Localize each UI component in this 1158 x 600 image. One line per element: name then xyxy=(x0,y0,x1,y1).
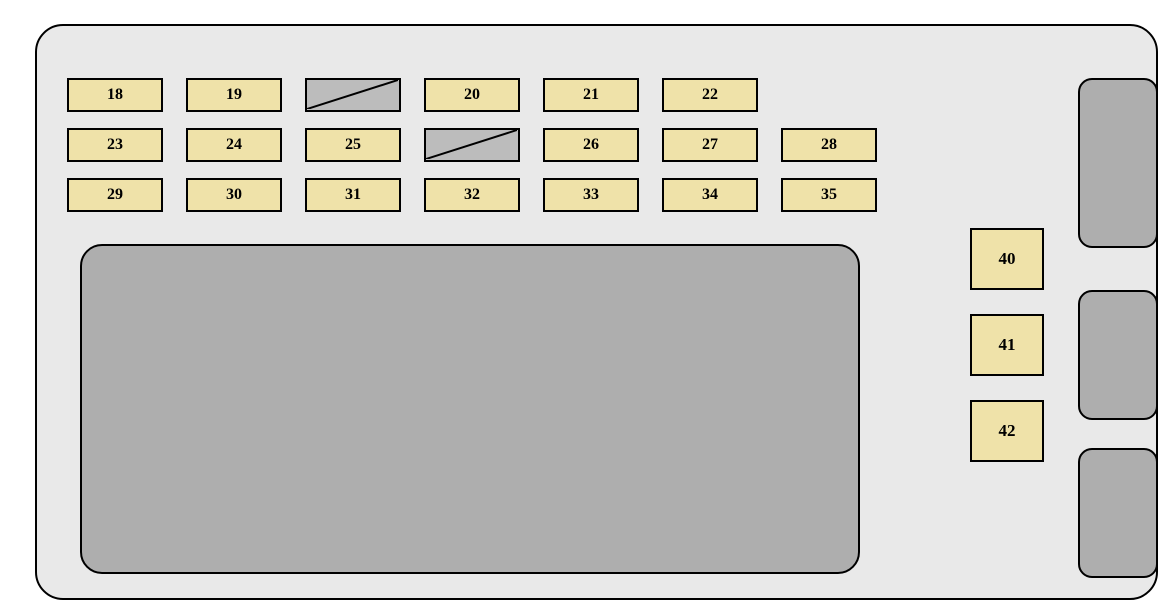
fuse-slot-23: 23 xyxy=(67,128,163,162)
fuse-slot-31: 31 xyxy=(305,178,401,212)
fuse-slot-20: 20 xyxy=(424,78,520,112)
fuse-slot-28: 28 xyxy=(781,128,877,162)
fuse-blank xyxy=(305,78,401,112)
fuse-slot-24: 24 xyxy=(186,128,282,162)
side-slot-1 xyxy=(1078,290,1158,420)
fuse-slot-41: 41 xyxy=(970,314,1044,376)
fuse-slot-32: 32 xyxy=(424,178,520,212)
fuse-slot-30: 30 xyxy=(186,178,282,212)
fuse-slot-33: 33 xyxy=(543,178,639,212)
fuse-slot-21: 21 xyxy=(543,78,639,112)
fuse-slot-25: 25 xyxy=(305,128,401,162)
fuse-slot-27: 27 xyxy=(662,128,758,162)
fuse-slot-42: 42 xyxy=(970,400,1044,462)
fuse-blank xyxy=(424,128,520,162)
fuse-slot-22: 22 xyxy=(662,78,758,112)
fuse-slot-34: 34 xyxy=(662,178,758,212)
side-slot-0 xyxy=(1078,78,1158,248)
fuse-slot-26: 26 xyxy=(543,128,639,162)
fuse-slot-35: 35 xyxy=(781,178,877,212)
side-slot-2 xyxy=(1078,448,1158,578)
fuse-box-diagram: 18 19 20 21 22 23 24 25 26 27 28 29 30 31 32 33 34 35 40 41… xyxy=(0,0,1158,600)
fuse-slot-40: 40 xyxy=(970,228,1044,290)
fuse-slot-19: 19 xyxy=(186,78,282,112)
fuse-slot-29: 29 xyxy=(67,178,163,212)
relay-block xyxy=(80,244,860,574)
fuse-slot-18: 18 xyxy=(67,78,163,112)
